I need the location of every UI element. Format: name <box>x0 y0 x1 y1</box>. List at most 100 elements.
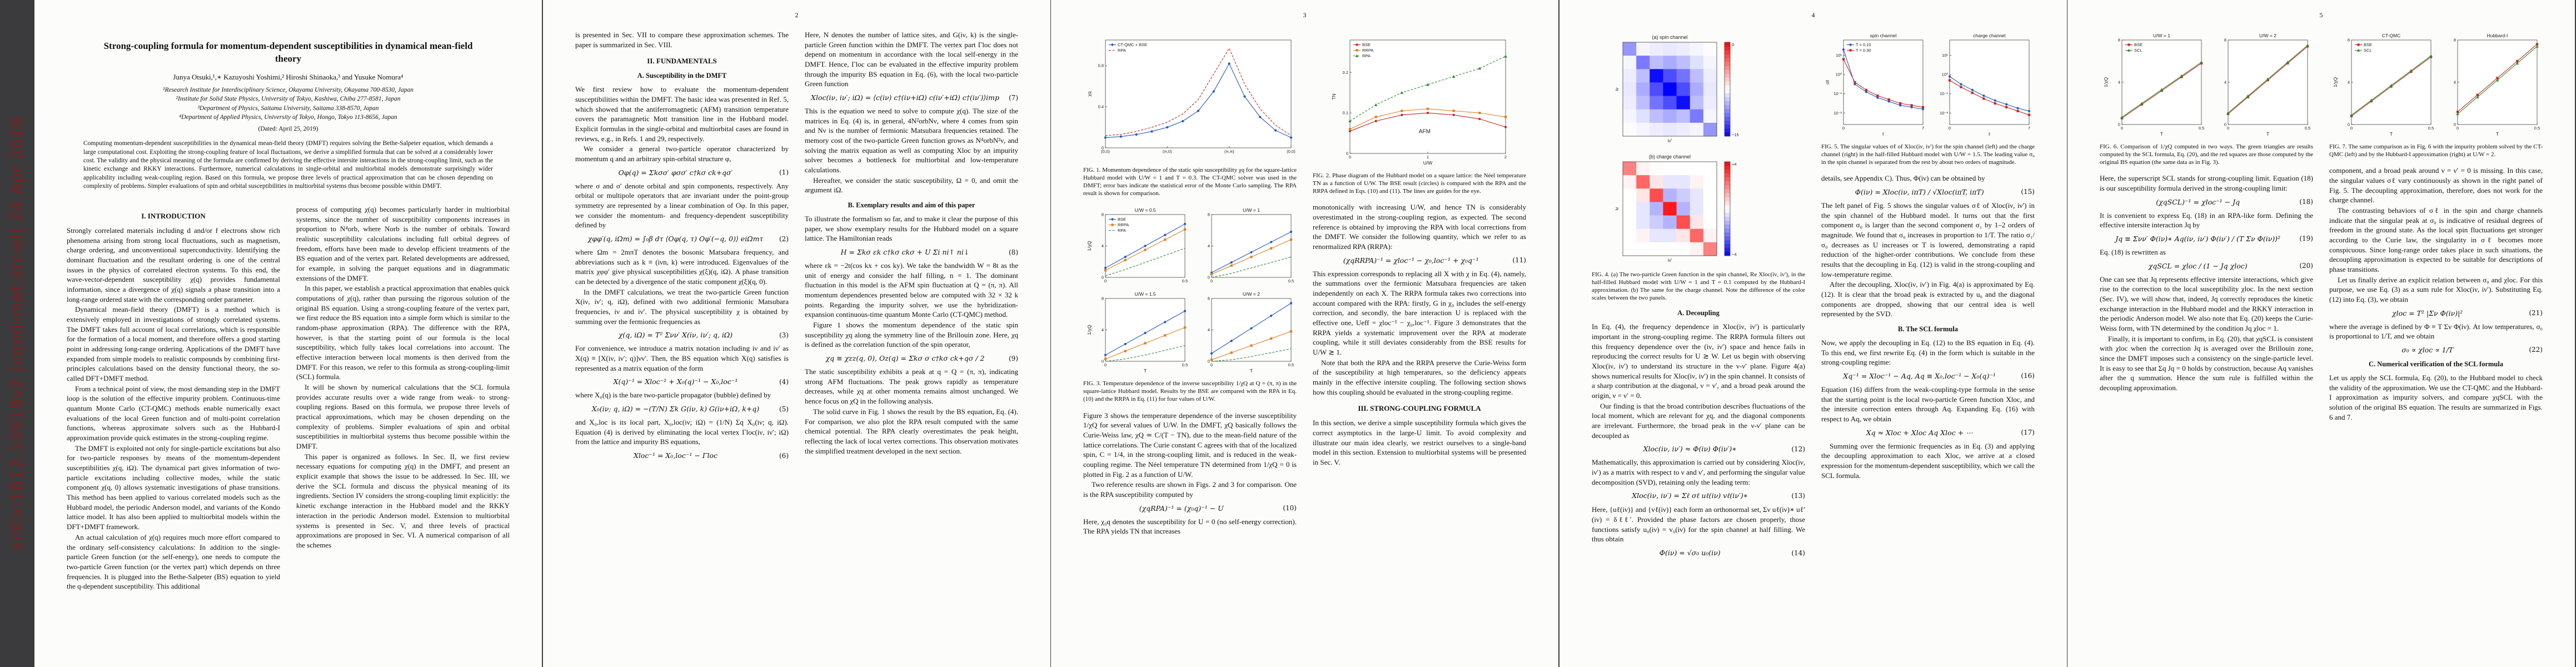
equation-body: χ(q, iΩ) = T² Σνν′ X(iν, iν′; q, iΩ) <box>618 331 733 340</box>
svg-text:4: 4 <box>2454 80 2456 85</box>
svg-text:4: 4 <box>1208 243 1210 248</box>
subsection-heading-numerical-verification: C. Numerical verification of the SCL for… <box>2369 360 2503 368</box>
equation-14: Φ(iν) = √σ₀ u₀(iν) (14) <box>1592 549 1805 557</box>
paper-title: Strong-coupling formula for momentum-dep… <box>103 41 473 64</box>
page-3: 3 0 0.4 0.8 (0,0) (π,0) (π,π) (0,0) χq CT-QMC + … <box>1051 0 1558 667</box>
svg-text:7: 7 <box>2028 126 2030 131</box>
paragraph: Here, χ₀q denotes the susceptibility for… <box>1083 517 1297 536</box>
subsection-heading-decoupling: A. Decoupling <box>1677 309 1720 317</box>
svg-text:RPA: RPA <box>1362 53 1371 58</box>
paragraph: We consider a general two-particle opera… <box>575 145 789 163</box>
svg-text:0: 0 <box>1210 362 1213 367</box>
equation-4: X(q)⁻¹ = Xloc⁻¹ + X₀(q)⁻¹ − X₀,loc⁻¹ (4) <box>575 377 789 386</box>
paragraph: and X₀,loc is its local part, X₀,loc(iν;… <box>575 418 789 446</box>
equation-number: (1) <box>779 168 789 177</box>
paragraph: where X₀(q) is the bare two-particle pro… <box>575 391 771 400</box>
paragraph: Let us finally derive an explicit relati… <box>2329 275 2543 303</box>
equation-number: (16) <box>2021 372 2035 380</box>
paragraph: One can see that Jq represents effective… <box>2100 275 2313 332</box>
fig5-singular-values-chart: 10¹ 10⁰ 10⁻¹ 10⁻² 0 7 spin channel ℓ σℓ T = 0.10T… <box>1825 33 2031 137</box>
equation-19: Jq ≡ Σνν′ Φ(iν)∗ Aq(iν, iν′) Φ(iν′) / (T… <box>2100 235 2313 243</box>
svg-text:0: 0 <box>1102 275 1104 280</box>
svg-text:iν: iν <box>1615 207 1620 211</box>
equation-5: X₀(iν; q, iΩ) = −(T/N) Σk G(iν, k) G(iν+… <box>575 405 789 413</box>
paragraph: This is the equation we need to solve to… <box>805 107 1018 175</box>
svg-text:1/χQ: 1/χQ <box>1087 325 1092 335</box>
equation-body: χφφ′(q, iΩm) = ∫₀β dτ ⟨Oφ(q, τ) Oφ′(−q, … <box>587 235 764 243</box>
subsection-heading-susceptibility-dmft: A. Susceptibility in the DMFT <box>637 72 727 80</box>
affiliation-1: ¹Research Institute for Interdisciplinar… <box>163 86 413 93</box>
page-4: 4 (a) spin channel 0 −15 iν′ iν (b) charge ch… <box>1559 0 2067 667</box>
authors-line: Junya Otsuki,¹,∗ Kazuyoshi Yoshimi,² Hir… <box>173 72 403 81</box>
equation-body: X(q)⁻¹ = Xloc⁻¹ + X₀(q)⁻¹ − X₀,loc⁻¹ <box>613 377 738 386</box>
equation-body: X₀(iν; q, iΩ) = −(T/N) Σk G(iν, k) G(iν+… <box>591 405 760 414</box>
affiliation-4: ⁴Department of Applied Physics, Universi… <box>179 113 397 121</box>
equation-number: (17) <box>2021 429 2035 437</box>
equation-number: (14) <box>1791 549 1805 557</box>
paragraph: For convenience, we introduce a matrix n… <box>575 344 789 372</box>
svg-text:CT-QMC: CT-QMC <box>2382 33 2401 38</box>
svg-text:0: 0 <box>1102 359 1104 364</box>
equation-16: Xq⁻¹ = Xloc⁻¹ − Aq, Aq ≡ X₀,loc⁻¹ − X₀(q… <box>1821 372 2035 380</box>
svg-text:4: 4 <box>1102 327 1104 332</box>
svg-text:10⁰: 10⁰ <box>1836 72 1842 77</box>
svg-text:BSE: BSE <box>2364 42 2372 47</box>
svg-text:0: 0 <box>1949 126 1951 131</box>
equation-8: H = Σkσ εk c†kσ ckσ + U Σi ni↑ ni↓ (8) <box>805 248 1018 256</box>
svg-text:1/χQ: 1/χQ <box>2103 77 2109 88</box>
svg-text:10¹: 10¹ <box>1836 53 1842 58</box>
paragraph: Figure 1 shows the momentum dependence o… <box>805 321 1018 349</box>
fig1-spin-susceptibility-chart: 0 0.4 0.8 (0,0) (π,0) (π,π) (0,0) χq CT-QMC + BS… <box>1087 39 1296 154</box>
svg-text:8: 8 <box>1208 212 1210 217</box>
svg-text:U/W = 0.5: U/W = 0.5 <box>1134 207 1155 213</box>
svg-text:AFM: AFM <box>1419 128 1431 135</box>
svg-text:iν′: iν′ <box>1668 258 1672 263</box>
svg-text:8: 8 <box>2224 38 2226 43</box>
svg-text:charge channel: charge channel <box>1973 33 2005 38</box>
equation-number: (4) <box>779 377 789 386</box>
svg-text:−15: −15 <box>1732 132 1739 137</box>
paragraph: In this section, we derive a simple susc… <box>1313 419 1526 467</box>
fig5-caption: FIG. 5. The singular values σℓ of Xloc(i… <box>1821 143 2035 166</box>
svg-text:−4: −4 <box>1732 252 1737 257</box>
paragraph: where εk = −2t(cos kx + cos ky). We take… <box>805 261 1018 319</box>
svg-text:BSE: BSE <box>1118 217 1126 222</box>
page4-left-column: (a) spin channel 0 −15 iν′ iν (b) charge chan… <box>1592 30 1805 639</box>
equation-number: (13) <box>1791 492 1805 500</box>
svg-text:spin channel: spin channel <box>1870 33 1897 38</box>
paragraph: Note that both the RPA and the RRPA pres… <box>1313 358 1526 396</box>
section-heading-introduction: I. INTRODUCTION <box>141 212 206 220</box>
subsection-heading-exemplary-results: B. Exemplary results and aim of this pap… <box>848 201 975 210</box>
svg-text:CT-QMC + BSE: CT-QMC + BSE <box>1118 42 1147 47</box>
svg-text:8: 8 <box>1102 212 1104 217</box>
page3-right-column: 0 0.1 0.2 0 1 2 U/W TN BSE RRPA RPA AFM FIG. 2. Pha… <box>1313 30 1526 639</box>
svg-text:U/W = 2: U/W = 2 <box>1243 291 1260 297</box>
svg-text:1: 1 <box>1427 155 1429 160</box>
paragraph: To illustrate the formalism so far, and … <box>805 215 1018 243</box>
fig7-caption: FIG. 7. The same comparison as in Fig. 6… <box>2329 143 2543 158</box>
svg-text:0: 0 <box>1208 359 1210 364</box>
paragraph: Let us apply the SCL formula, Eq. (20), … <box>2329 373 2543 421</box>
page4-right-column: 10¹ 10⁰ 10⁻¹ 10⁻² 0 7 spin channel ℓ σℓ T = 0.10 T… <box>1821 30 2035 639</box>
svg-text:RPA: RPA <box>1118 228 1126 233</box>
paragraph: monotonically with increasing U/W, and h… <box>1313 203 1526 251</box>
svg-text:(b) charge channel: (b) charge channel <box>1649 154 1691 160</box>
fig3-caption: FIG. 3. Temperature dependence of the in… <box>1083 380 1297 403</box>
page-number: 5 <box>2319 11 2323 19</box>
svg-text:T: T <box>2390 131 2393 137</box>
page-2: 2 is presented in Sec. VII to compare th… <box>543 0 1050 667</box>
svg-text:4: 4 <box>1102 243 1104 248</box>
equation-body: Xloc(iν, iν′) ≈ Φ(iν) Φ(iν′)∗ <box>1643 445 1737 454</box>
paragraph: It will be shown by numerical calculatio… <box>296 383 510 451</box>
svg-text:0.5: 0.5 <box>1182 278 1188 283</box>
page-1: Strong-coupling formula for momentum-dep… <box>34 0 542 667</box>
equation-body: σ₀ ∝ χloc ∝ 1/T <box>2401 345 2454 354</box>
equation-number: (15) <box>2021 188 2035 196</box>
svg-text:0: 0 <box>1104 362 1107 367</box>
fig4-caption: FIG. 4. (a) The two-particle Green funct… <box>1592 271 1805 302</box>
svg-text:4: 4 <box>2224 80 2226 85</box>
svg-text:4: 4 <box>1208 327 1210 332</box>
svg-text:0.5: 0.5 <box>2428 126 2434 131</box>
